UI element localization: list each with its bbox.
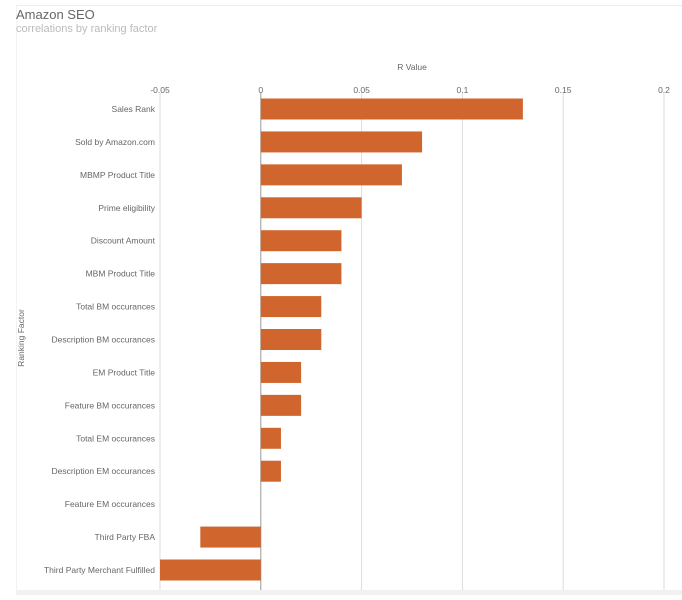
chart-footer-band: [16, 590, 682, 595]
y-axis-label: Ranking Factor: [16, 309, 26, 367]
y-tick-label: MBMP Product Title: [80, 170, 155, 180]
bar: [260, 230, 342, 252]
y-tick-label: Description BM occurances: [52, 335, 155, 345]
bar: [260, 164, 402, 186]
y-tick-label: EM Product Title: [93, 367, 156, 377]
x-tick-label: 0: [258, 85, 263, 95]
x-tick-label: -0.05: [150, 85, 170, 95]
y-tick-label: Total BM occurances: [76, 302, 155, 312]
y-tick-label: Third Party FBA: [95, 532, 156, 542]
y-tick-label: Feature EM occurances: [65, 499, 155, 509]
y-tick-label: Description EM occurances: [52, 466, 155, 476]
x-axis-label: R Value: [397, 62, 427, 72]
bar: [260, 98, 523, 120]
y-tick-label: Total EM occurances: [76, 433, 155, 443]
bar: [200, 526, 261, 548]
bar: [260, 197, 362, 219]
chart-title: Amazon SEO: [16, 7, 95, 22]
bar: [260, 131, 423, 153]
x-tick-label: 0.15: [555, 85, 572, 95]
y-tick-label: Third Party Merchant Fulfilled: [44, 565, 155, 575]
x-tick-label: 0.1: [456, 85, 468, 95]
y-tick-label: Sales Rank: [112, 104, 156, 114]
bar: [260, 329, 322, 350]
y-tick-label: Prime eligibility: [98, 203, 155, 213]
bar: [260, 263, 342, 285]
bar: [260, 394, 302, 416]
y-tick-label: Sold by Amazon.com: [75, 137, 155, 147]
bar: [260, 361, 302, 383]
bar: [260, 427, 281, 449]
bar: [160, 559, 261, 581]
chart-card: [16, 5, 682, 593]
chart-subtitle: correlations by ranking factor: [16, 23, 158, 35]
y-tick-label: MBM Product Title: [86, 269, 156, 279]
x-tick-label: 0.05: [353, 85, 370, 95]
x-tick-label: 0.2: [658, 85, 670, 95]
y-tick-label: Discount Amount: [91, 236, 156, 246]
y-tick-label: Feature BM occurances: [65, 400, 155, 410]
bar: [260, 296, 322, 318]
bar: [260, 460, 281, 482]
